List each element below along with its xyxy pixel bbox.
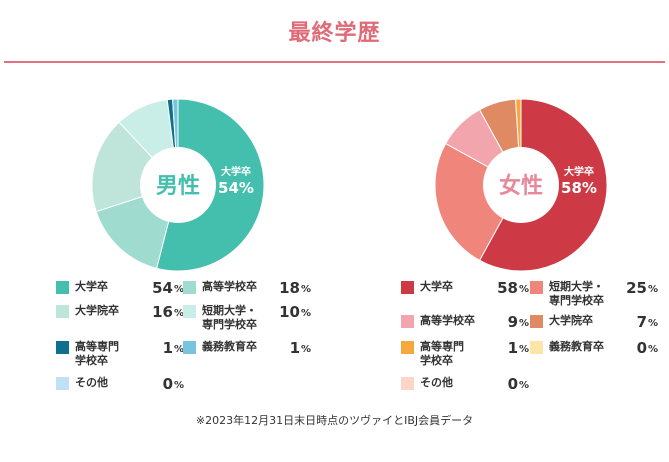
legend-percent-sign: % [648,318,659,329]
legend-1-item-1: 短期大学・ 専門学校卒 25% [530,280,658,308]
legend-swatch [56,377,69,390]
legend-percent-sign: % [174,308,185,319]
legend-value: 0 [507,375,518,393]
legend-swatch [401,377,414,390]
legend-value: 10 [279,303,300,321]
legend-1-item-5: 義務教育卒 0% [530,340,658,356]
legend-swatch [56,341,69,354]
legend-1-item-4: 高等専門 学校卒 1% [401,340,529,368]
pie-0-center [140,147,216,223]
legend-percent-sign: % [519,318,530,329]
legend-0-item-4: 高等専門 学校卒 1% [56,340,184,368]
legend-value: 58 [497,279,518,297]
legend-label: 義務教育卒 [202,340,257,353]
legend-swatch [401,281,414,294]
legend-value: 9 [507,313,518,331]
page-title: 最終学歴 [288,21,381,46]
pie-1-slice-1 [434,142,522,262]
legend-label: 義務教育卒 [549,340,604,353]
legend-percent-sign: % [519,284,530,295]
legend-label: 短期大学・ 専門学校卒 [549,280,604,307]
legend-label: 高等学校卒 [420,314,475,327]
legend-swatch [401,341,414,354]
legend-swatch [56,281,69,294]
legend-percent-sign: % [648,284,659,295]
legend-label: 大学院卒 [549,314,593,327]
legend-swatch [401,315,414,328]
legend-1-item-0: 大学卒 58% [401,280,529,296]
source-note: ※2023年12月31日末日時点のツヴァイとIBJ会員データ [195,414,474,427]
legend-percent-sign: % [519,344,530,355]
legend-label: 高等専門 学校卒 [420,340,464,367]
legend-label: その他 [75,376,108,389]
legend-label: 大学卒 [75,280,108,293]
legend-percent-sign: % [301,344,312,355]
legend-label: 短期大学・ 専門学校卒 [202,304,257,331]
legend-swatch [530,315,543,328]
legend-value: 25 [626,279,647,297]
legend-label: 高等専門 学校卒 [75,340,119,367]
legend-value: 1 [162,339,173,357]
legend-percent-sign: % [301,308,312,319]
legend-percent-sign: % [174,284,185,295]
legend-value: 7 [636,313,647,331]
legend-value: 0 [636,339,647,357]
legend-value: 16 [152,303,173,321]
legend-label: その他 [420,376,453,389]
pie-1-center-label: 女性 [499,173,543,199]
legend-0-item-5: 義務教育卒 1% [183,340,311,356]
legend-value: 1 [507,339,518,357]
legend-label: 大学院卒 [75,304,119,317]
legend-0-item-2: 大学院卒 16% [56,304,184,320]
legend-swatch [183,305,196,318]
legend-swatch [530,341,543,354]
legend-value: 54 [152,279,173,297]
legend-label: 大学卒 [420,280,453,293]
legend-percent-sign: % [174,344,185,355]
legend-swatch [530,281,543,294]
legend-swatch [183,281,196,294]
legend-1-item-3: 大学院卒 7% [530,314,658,330]
pie-0-center-label: 男性 [156,174,200,199]
pie-1-center [483,147,559,223]
legend-1-item-6: その他 0% [401,376,529,392]
legend-swatch [56,305,69,318]
pie-1-highlight-label: 大学卒 [564,165,594,178]
legend-0-item-3: 短期大学・ 専門学校卒 10% [183,304,311,332]
legend-0-item-0: 大学卒 54% [56,280,184,296]
legend-percent-sign: % [519,380,530,391]
legend-percent-sign: % [174,380,185,391]
legend-value: 0 [162,375,173,393]
legend-label: 高等学校卒 [202,280,257,293]
pie-1-highlight-value: 58% [561,179,597,197]
legend-percent-sign: % [648,344,659,355]
pie-0-highlight-value: 54% [218,179,254,197]
legend-value: 1 [289,339,300,357]
legend-0-item-1: 高等学校卒 18% [183,280,311,296]
legend-1-item-2: 高等学校卒 9% [401,314,529,330]
legend-value: 18 [279,279,300,297]
legend-swatch [183,341,196,354]
legend-percent-sign: % [301,284,312,295]
legend-0-item-6: その他 0% [56,376,184,392]
title-divider [4,61,665,63]
pie-0-highlight-label: 大学卒 [221,165,251,178]
